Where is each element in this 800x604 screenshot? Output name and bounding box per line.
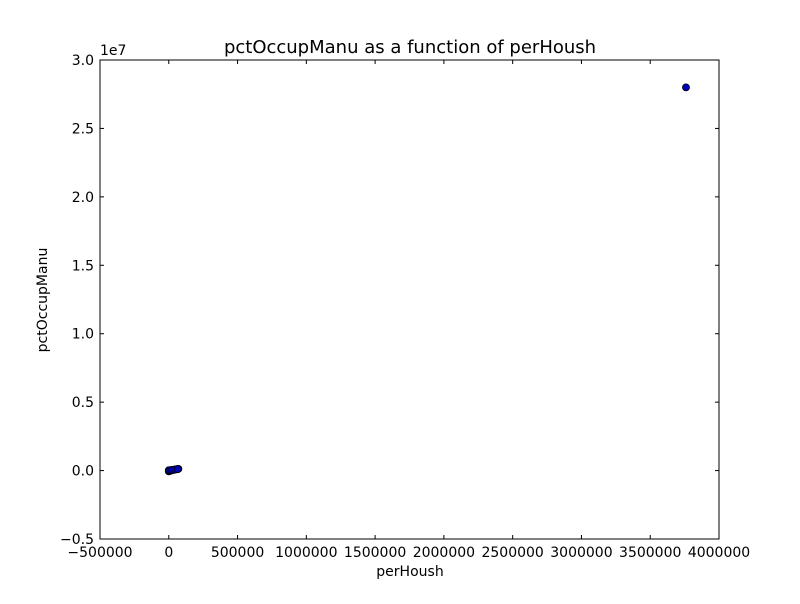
x-tick-label: 2000000 [413,545,475,561]
x-tick-label: 3500000 [619,545,681,561]
chart-title: pctOccupManu as a function of perHoush [224,37,596,58]
plot-axes [99,59,720,540]
y-tick-label: 0.5 [72,395,94,411]
data-point [682,83,690,92]
x-axis-label: perHoush [376,564,443,580]
y-axis-ticks: −0.5 0.0 0.5 1.0 1.5 2.0 2.5 3.0 [60,53,719,548]
x-tick-label: −500000 [67,545,132,561]
y-tick-label: 1.5 [72,258,94,274]
y-tick-label: 0.0 [72,464,94,480]
y-offset-label: 1e7 [100,43,126,59]
plot-frame [99,59,720,540]
y-tick-label: 2.0 [72,190,94,206]
x-tick-label: 1000000 [275,545,337,561]
data-points [164,83,690,476]
y-tick-label: 3.0 [72,53,94,69]
y-tick-label: −0.5 [60,532,94,548]
x-axis-ticks: −500000 0 500000 1000000 1500000 2000000 25000… [67,60,750,561]
y-axis-label: pctOccupManu [35,248,51,353]
x-tick-label: 4000000 [688,545,750,561]
x-tick-label: 2500000 [481,545,543,561]
x-tick-label: 1500000 [344,545,406,561]
x-tick-label: 3000000 [550,545,612,561]
x-tick-label: 0 [164,545,173,561]
y-tick-label: 2.5 [72,121,94,137]
x-tick-label: 500000 [211,545,264,561]
data-point [173,465,182,473]
y-tick-label: 1.0 [72,327,94,343]
